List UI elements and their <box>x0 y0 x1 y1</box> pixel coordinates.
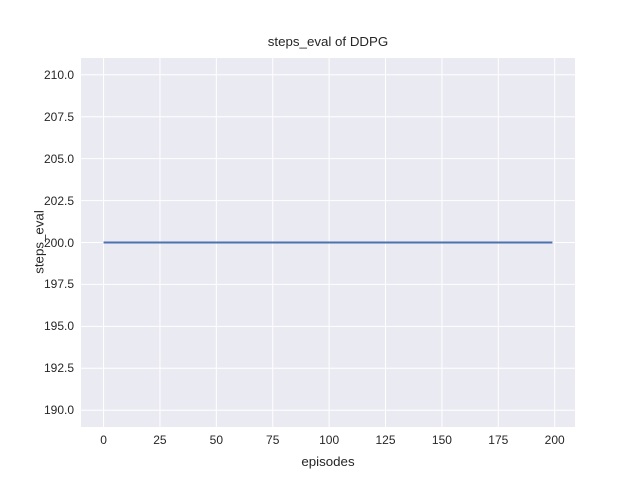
y-tick-label: 205.0 <box>43 151 74 166</box>
x-tick-label: 75 <box>266 433 280 447</box>
x-axis-label: episodes <box>301 454 355 469</box>
y-tick-label: 195.0 <box>43 319 74 334</box>
x-tick-label: 150 <box>431 433 452 447</box>
y-tick-label: 192.5 <box>43 361 74 376</box>
x-tick-label: 25 <box>153 433 167 447</box>
x-tick-label: 125 <box>375 433 396 447</box>
y-tick-label: 200.0 <box>43 235 74 250</box>
plot-area <box>81 58 575 427</box>
y-tick-label: 210.0 <box>43 67 74 82</box>
x-tick-label: 0 <box>100 433 107 447</box>
x-tick-label: 100 <box>319 433 340 447</box>
y-tick-label: 190.0 <box>43 403 74 418</box>
x-tick-label: 200 <box>544 433 565 447</box>
x-tick-label: 50 <box>209 433 224 447</box>
y-tick-label: 202.5 <box>43 193 74 208</box>
y-tick-label: 197.5 <box>43 277 74 292</box>
x-tick-label: 175 <box>488 433 509 447</box>
chart-title: steps_eval of DDPG <box>267 34 389 49</box>
y-tick-label: 207.5 <box>43 109 74 124</box>
